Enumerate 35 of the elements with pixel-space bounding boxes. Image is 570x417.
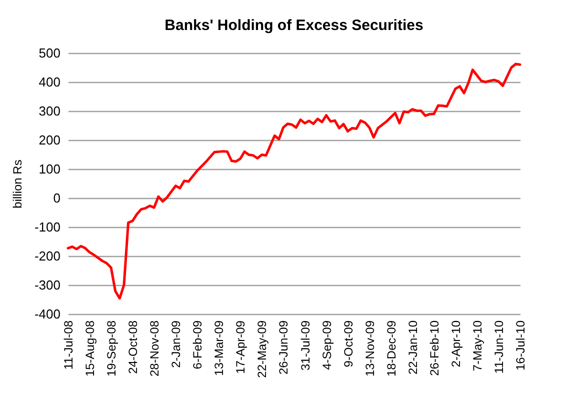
- y-tick-label: -300: [34, 278, 60, 292]
- x-tick-label: 2-Jan-09: [169, 320, 184, 368]
- x-tick-label: 9-Oct-09: [341, 320, 356, 368]
- y-tick-label: 0: [53, 190, 60, 206]
- y-axis-title: billion Rs: [10, 160, 24, 208]
- x-tick-label: 22-May-09: [255, 320, 270, 378]
- y-tick-label: -400: [34, 306, 60, 322]
- y-tick-label: 400: [38, 74, 60, 90]
- x-tick-label: 13-Mar-09: [212, 320, 226, 376]
- x-tick-label: 2-Apr-10: [448, 320, 463, 368]
- x-tick-label: 17-Apr-09: [234, 320, 248, 374]
- x-tick-label: 31-Jul-09: [298, 320, 312, 371]
- y-tick-label: -100: [34, 220, 60, 234]
- y-tick-label: 200: [38, 132, 60, 148]
- x-tick-label: 11-Jun-10: [492, 320, 506, 374]
- x-tick-label: 15-Aug-08: [83, 320, 98, 377]
- y-tick-label: 100: [38, 162, 60, 176]
- y-tick-label: 300: [38, 104, 60, 118]
- line-series: [66, 62, 522, 300]
- x-tick-label: 16-Jul-10: [514, 320, 528, 371]
- x-tick-label: 6-Feb-09: [190, 320, 205, 370]
- x-tick-label: 18-Dec-09: [384, 320, 398, 377]
- x-tick-label: 13-Nov-09: [362, 320, 377, 377]
- x-tick-label: 24-Oct-08: [126, 320, 140, 374]
- x-tick-label: 28-Nov-08: [148, 320, 162, 377]
- y-tick-label: -200: [34, 248, 60, 264]
- x-tick-label: 7-May-10: [470, 320, 484, 372]
- x-tick-label: 26-Jun-09: [276, 320, 291, 375]
- x-tick-label: 22-Jan-10: [406, 320, 420, 375]
- y-tick-label: 500: [38, 46, 60, 60]
- x-tick-label: 26-Feb-10: [427, 320, 442, 376]
- x-tick-label: 4-Sep-09: [320, 320, 334, 370]
- chart-title: Banks' Holding of Excess Securities: [164, 17, 424, 34]
- x-tick-label: 19-Sep-08: [104, 320, 119, 377]
- x-tick-label: 11-Jul-08: [62, 320, 76, 370]
